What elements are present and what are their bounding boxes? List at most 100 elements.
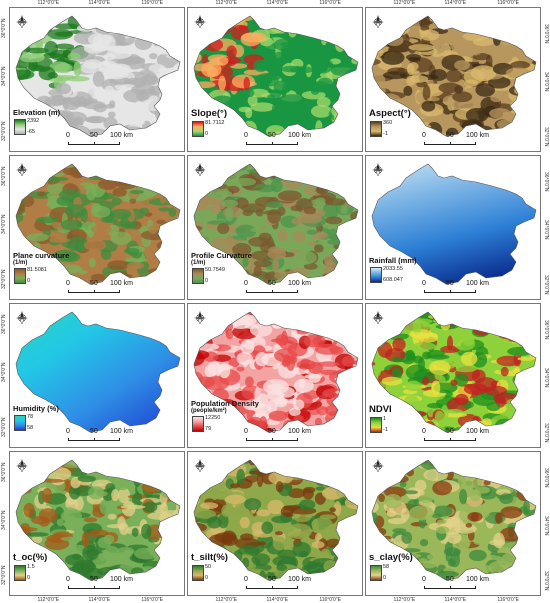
- legend-min-value: 79: [205, 426, 212, 432]
- longitude-label-top: 116°0'0"E: [141, 0, 163, 6]
- panel-title: t_silt(%): [191, 552, 228, 563]
- scale-bar: 0 50 100 km: [420, 428, 489, 444]
- panel-title: Plane curvature: [13, 251, 70, 260]
- legend-color-ramp: [14, 565, 26, 581]
- latitude-label-left: 36°0'0"N: [1, 166, 7, 187]
- latitude-label-right: 34°0'0"N: [543, 516, 549, 536]
- latitude-label-left: 32°0'0"N: [1, 565, 7, 586]
- longitude-label-top: 114°0'0"E: [88, 0, 111, 6]
- map-raster-profile: [193, 163, 359, 285]
- legend-min-value: 0: [383, 575, 387, 581]
- legend-min-value: 0: [205, 575, 209, 581]
- north-arrow-icon: [372, 459, 384, 472]
- scale-label: 0: [66, 132, 70, 139]
- latitude-label-right: 36°0'0"N: [543, 172, 549, 192]
- longitude-label-bottom: 112°0'0"E: [215, 597, 238, 603]
- legend-max-value: 50.7549: [205, 267, 225, 273]
- latitude-label-left: 36°0'0"N: [1, 462, 7, 483]
- scale-label: 0: [422, 280, 426, 287]
- scale-tick: [272, 290, 273, 293]
- panel-title: Aspect(°): [369, 108, 411, 119]
- scale-tick: [94, 290, 95, 293]
- panel-title: NDVI: [369, 404, 392, 415]
- scale-label: 50: [446, 132, 454, 139]
- legend-color-ramp: [370, 121, 382, 137]
- panel-title: Slope(°): [191, 108, 227, 119]
- map-panel-profile: Profile Curvature (1/m) 50.7549 0 0 50 100 km: [187, 155, 363, 300]
- map-panel-slope: Slope(°) 81.7112 0 0 50 100 km: [187, 7, 363, 152]
- scale-label: 50: [90, 280, 98, 287]
- scale-label: 50: [268, 576, 276, 583]
- scale-bar: 0 50 100 km: [242, 576, 311, 592]
- legend-color-ramp: [370, 267, 382, 283]
- legend-max-value: 50: [205, 564, 212, 570]
- panel-subtitle: (1/m): [191, 260, 206, 266]
- latitude-label-left: 34°0'0"N: [1, 362, 7, 383]
- panel-subtitle: (1/m): [13, 260, 28, 266]
- map-raster-ndvi: [371, 311, 537, 433]
- scale-label: 0: [244, 428, 248, 435]
- panel-subtitle: (people/km²): [191, 408, 227, 414]
- panel-title: Humidity (%): [13, 404, 59, 413]
- scale-label: 100 km: [288, 428, 311, 435]
- latitude-label-left: 34°0'0"N: [1, 214, 7, 235]
- scale-label: 100 km: [288, 132, 311, 139]
- north-arrow-icon: [372, 311, 384, 324]
- scale-label: 0: [422, 428, 426, 435]
- legend-max-value: 12250: [205, 415, 221, 421]
- longitude-label-top: 116°0'0"E: [319, 0, 341, 6]
- legend-max-value: 1: [383, 416, 387, 422]
- latitude-label-right: 36°0'0"N: [543, 468, 549, 488]
- latitude-label-right: 32°0'0"N: [543, 423, 549, 443]
- legend-min-value: -1: [383, 427, 388, 433]
- scale-tick: [94, 142, 95, 145]
- panel-title: Rainfall (mm): [369, 256, 417, 265]
- legend-max-value: 58: [383, 564, 390, 570]
- scale-label: 50: [268, 428, 276, 435]
- panel-title: t_oc(%): [13, 552, 48, 563]
- north-arrow-icon: [194, 459, 206, 472]
- legend-color-ramp: [192, 565, 204, 581]
- map-raster-tsilt: [193, 459, 359, 581]
- latitude-label-left: 34°0'0"N: [1, 66, 7, 87]
- latitude-label-left: 32°0'0"N: [1, 121, 7, 142]
- longitude-label-bottom: 112°0'0"E: [37, 597, 60, 603]
- latitude-label-right: 32°0'0"N: [543, 571, 549, 591]
- latitude-label-left: 36°0'0"N: [1, 18, 7, 39]
- scale-label: 50: [446, 280, 454, 287]
- scale-label: 50: [446, 428, 454, 435]
- scale-bar: 0 50 100 km: [242, 428, 311, 444]
- scale-label: 100 km: [110, 132, 133, 139]
- scale-tick: [450, 586, 451, 589]
- scale-label: 100 km: [110, 576, 133, 583]
- legend-min-value: 608.047: [383, 277, 403, 283]
- map-raster-slope: [193, 15, 359, 137]
- longitude-label-top: 114°0'0"E: [444, 0, 467, 6]
- north-arrow-icon: [16, 15, 28, 28]
- north-arrow-icon: [194, 15, 206, 28]
- legend-min-value: -1: [383, 131, 388, 137]
- scale-tick: [272, 586, 273, 589]
- scale-label: 0: [422, 132, 426, 139]
- legend-max-value: 78: [27, 414, 34, 420]
- latitude-label-right: 36°0'0"N: [543, 320, 549, 340]
- legend-min-value: 0: [205, 131, 209, 137]
- scale-tick: [450, 290, 451, 293]
- legend-color-ramp: [370, 417, 382, 433]
- map-raster-aspect: [371, 15, 537, 137]
- legend-color-ramp: [192, 416, 204, 432]
- north-arrow-icon: [372, 163, 384, 176]
- scale-bar: 0 50 100 km: [242, 280, 311, 296]
- longitude-label-top: 112°0'0"E: [393, 0, 416, 6]
- scale-label: 100 km: [466, 576, 489, 583]
- legend-max-value: 81.5081: [27, 267, 47, 273]
- longitude-label-top: 114°0'0"E: [266, 0, 289, 6]
- map-panel-elevation: Elevation (m) 2392 -65 0 50 100 km: [9, 7, 185, 152]
- latitude-label-left: 36°0'0"N: [1, 314, 7, 335]
- scale-label: 100 km: [288, 280, 311, 287]
- scale-tick: [272, 142, 273, 145]
- legend-min-value: 0: [205, 278, 209, 284]
- longitude-label-top: 116°0'0"E: [497, 0, 519, 6]
- scale-bar: 0 50 100 km: [420, 280, 489, 296]
- scale-label: 0: [422, 576, 426, 583]
